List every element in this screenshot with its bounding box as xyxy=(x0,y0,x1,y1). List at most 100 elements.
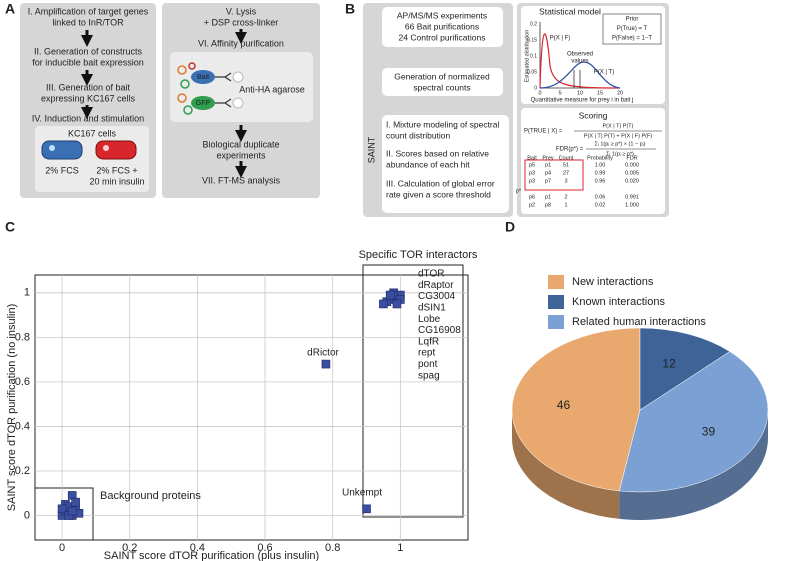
interactor-name: dSIN1 xyxy=(418,303,446,314)
observed-label: values xyxy=(571,59,588,65)
table-cell: 0.000 xyxy=(625,162,639,168)
table-cell: p1 xyxy=(545,162,551,168)
step-text: III. Calculation of global error xyxy=(386,178,495,188)
scoring-box xyxy=(521,108,665,214)
pie-slice xyxy=(511,327,641,492)
table-cell: 1.000 xyxy=(625,202,639,208)
step-text: II. Generation of constructs xyxy=(34,46,143,56)
bait-label: Bait xyxy=(197,74,209,81)
interactor-name: rept xyxy=(418,348,435,359)
cell-insulin xyxy=(95,140,137,160)
condition-label: 20 min insulin xyxy=(89,176,144,186)
table-cell: p6 xyxy=(529,194,535,200)
group-label: Specific TOR interactors xyxy=(359,249,478,261)
table-cell: 0.02 xyxy=(595,202,606,208)
agarose-label: Anti-HA agarose xyxy=(239,84,305,94)
step-text: IV. Induction and stimulation xyxy=(32,113,144,123)
formula: FDR(p*) = xyxy=(556,147,584,153)
step-text: count distribution xyxy=(386,130,451,140)
step-text: Biological duplicate xyxy=(202,139,279,149)
group-label: Background proteins xyxy=(100,490,201,502)
table-cell: 0.991 xyxy=(625,194,639,200)
step-text: V. Lysis xyxy=(226,6,257,16)
table-cell: p1 xyxy=(545,194,551,200)
slice-label: 46 xyxy=(557,398,571,412)
x-tick-label: 0.4 xyxy=(190,542,205,554)
table-cell: p3 xyxy=(529,178,535,184)
formula: Σᵢ 1(pᵢ ≥ p*) xyxy=(606,151,634,157)
box-text: Generation of normalized xyxy=(394,71,490,81)
model-tick: 20 xyxy=(617,90,623,96)
x-axis-label: SAINT score dTOR purification (plus insu… xyxy=(104,550,319,561)
step-text: VI. Affinity purification xyxy=(198,38,284,48)
plot-frame xyxy=(34,274,469,541)
slice-label: 39 xyxy=(702,424,716,438)
legend-swatch xyxy=(548,295,564,309)
legend-label: Related human interactions xyxy=(572,316,706,328)
cell-fcs xyxy=(41,140,83,160)
curve-label: P(X | T) xyxy=(594,70,614,76)
step-text: I. Mixture modeling of spectral xyxy=(386,119,499,129)
model-tick: 0.05 xyxy=(527,69,537,75)
model-ylabel: Estimated distribution xyxy=(524,30,530,83)
experiments-box xyxy=(382,7,503,47)
slice-label: 12 xyxy=(662,357,676,371)
table-cell: 51 xyxy=(563,162,569,168)
cell-nucleus xyxy=(49,145,55,151)
table-cell: 0.96 xyxy=(595,178,606,184)
gfp-label: GFP xyxy=(196,100,211,107)
x-tick-label: 0 xyxy=(59,542,65,554)
prior-text: Prior xyxy=(626,17,639,23)
interactor-name: spag xyxy=(418,370,440,381)
interactor-box xyxy=(362,264,464,518)
table-cell: 0.99 xyxy=(595,170,606,176)
cells-title: KC167 cells xyxy=(68,128,117,138)
formula: Σᵢ 1(pᵢ ≥ p*) × (1 − pᵢ) xyxy=(595,141,646,147)
legend-swatch xyxy=(548,315,564,329)
prior-text: P(False) = 1−T xyxy=(612,36,652,42)
table-cell: p8 xyxy=(545,202,551,208)
interactor-name: CG16908 xyxy=(418,325,461,336)
box-text: AP/MS/MS experiments xyxy=(397,10,487,20)
point xyxy=(321,359,331,369)
saint-label: SAINT xyxy=(366,136,376,163)
step-text: experiments xyxy=(216,150,266,160)
point-label: Unkempt xyxy=(342,488,382,499)
table-header: FDR xyxy=(626,155,637,161)
model-plot xyxy=(539,13,662,89)
table-header: Bait xyxy=(527,155,537,161)
point xyxy=(67,506,77,516)
interactor-name: dTOR xyxy=(418,269,445,280)
model-tick: 0.2 xyxy=(530,21,537,27)
curve-label: P(X | F) xyxy=(550,36,571,42)
table-cell: 3 xyxy=(564,178,567,184)
formula: P(X | T) P(T) xyxy=(603,123,634,129)
model-title: Statistical model xyxy=(539,6,601,16)
condition-label: 2% FCS xyxy=(45,165,79,175)
step-text: II. Scores based on relative xyxy=(386,148,489,158)
point xyxy=(57,504,67,514)
table-header: Count xyxy=(559,155,574,161)
table-cell: 1 xyxy=(564,202,567,208)
x-tick-label: 0.8 xyxy=(325,542,340,554)
y-tick-label: 0 xyxy=(24,509,30,521)
formula: P(TRUE | X) = xyxy=(524,129,563,135)
step-text: expressing KC167 cells xyxy=(41,93,136,103)
table-cell: p7 xyxy=(545,178,551,184)
x-tick-label: 0.6 xyxy=(257,542,272,554)
table-cell: 1.00 xyxy=(595,162,606,168)
table-header: Probability xyxy=(587,155,613,161)
step-text: for inducible bait expression xyxy=(32,57,144,67)
panel-label: C xyxy=(5,219,15,235)
step-text: I. Amplification of target genes xyxy=(28,6,149,16)
legend-label: Known interactions xyxy=(572,296,665,308)
model-tick: 0.1 xyxy=(530,53,537,59)
box-text: spectral counts xyxy=(413,82,470,92)
y-tick-label: 1 xyxy=(24,287,30,299)
step-text: VII. FT-MS analysis xyxy=(202,175,281,185)
model-tick: 0 xyxy=(538,90,541,96)
y-tick-label: 0.2 xyxy=(15,465,30,477)
model-tick: 0 xyxy=(534,85,537,91)
threshold-label: p* xyxy=(516,188,522,194)
